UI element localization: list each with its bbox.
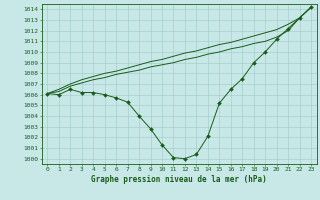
- X-axis label: Graphe pression niveau de la mer (hPa): Graphe pression niveau de la mer (hPa): [91, 175, 267, 184]
